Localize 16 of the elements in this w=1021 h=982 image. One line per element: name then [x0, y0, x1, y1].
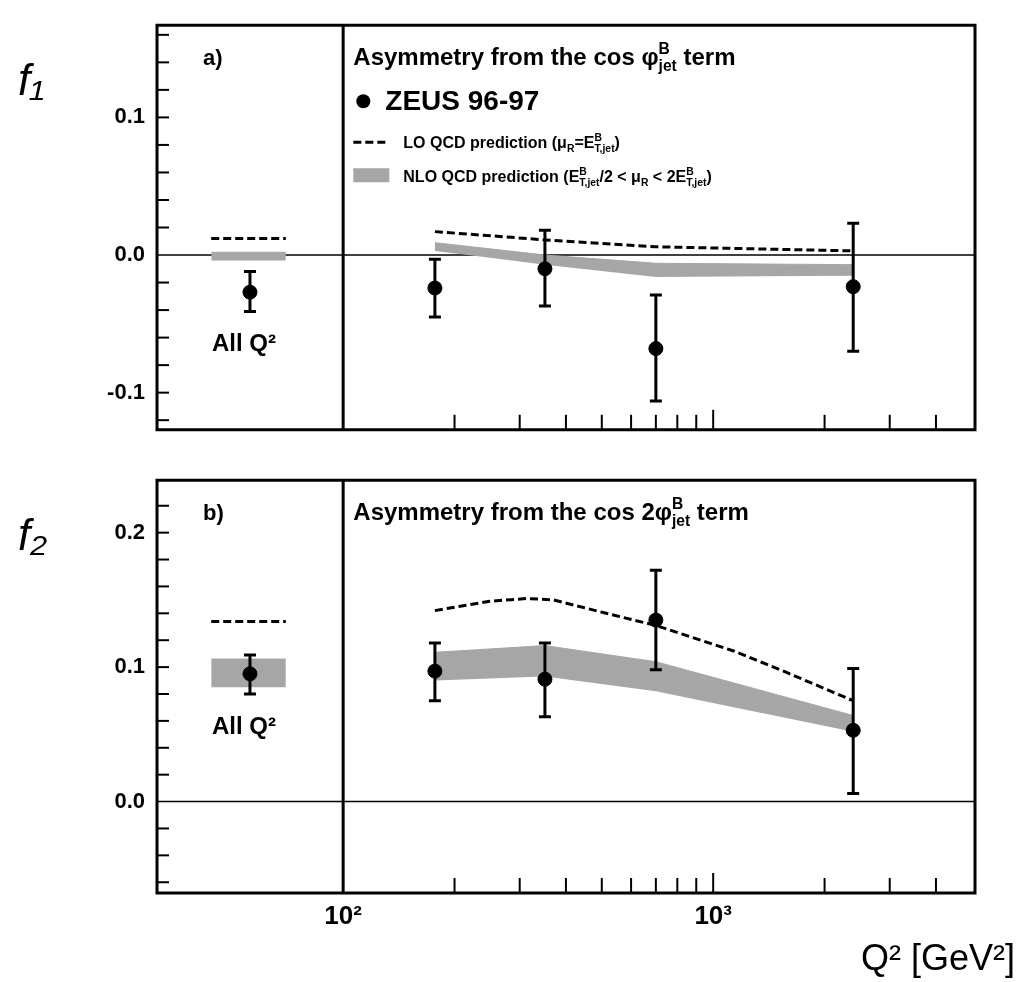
y-tick-label: 0.0	[114, 241, 145, 267]
y-tick-label: 0.1	[114, 103, 145, 129]
annotation: All Q²	[212, 329, 276, 357]
annotation: All Q²	[212, 712, 276, 739]
y-tick-label: 0.2	[114, 518, 145, 544]
x-axis-title: Q² [GeV²]	[860, 937, 1016, 978]
x-tick-label: 10²	[324, 899, 363, 930]
y-axis-title: f₂	[18, 510, 48, 560]
y-axis-title: f₁	[18, 55, 45, 105]
annotation: a)	[203, 45, 223, 71]
y-tick-label: -0.1	[107, 378, 145, 404]
y-tick-label: 0.0	[114, 787, 145, 813]
x-tick-label: 10³	[694, 899, 733, 930]
annotation: b)	[203, 500, 224, 526]
legend-label: ZEUS 96-97	[385, 85, 540, 117]
y-tick-label: 0.1	[114, 653, 145, 679]
